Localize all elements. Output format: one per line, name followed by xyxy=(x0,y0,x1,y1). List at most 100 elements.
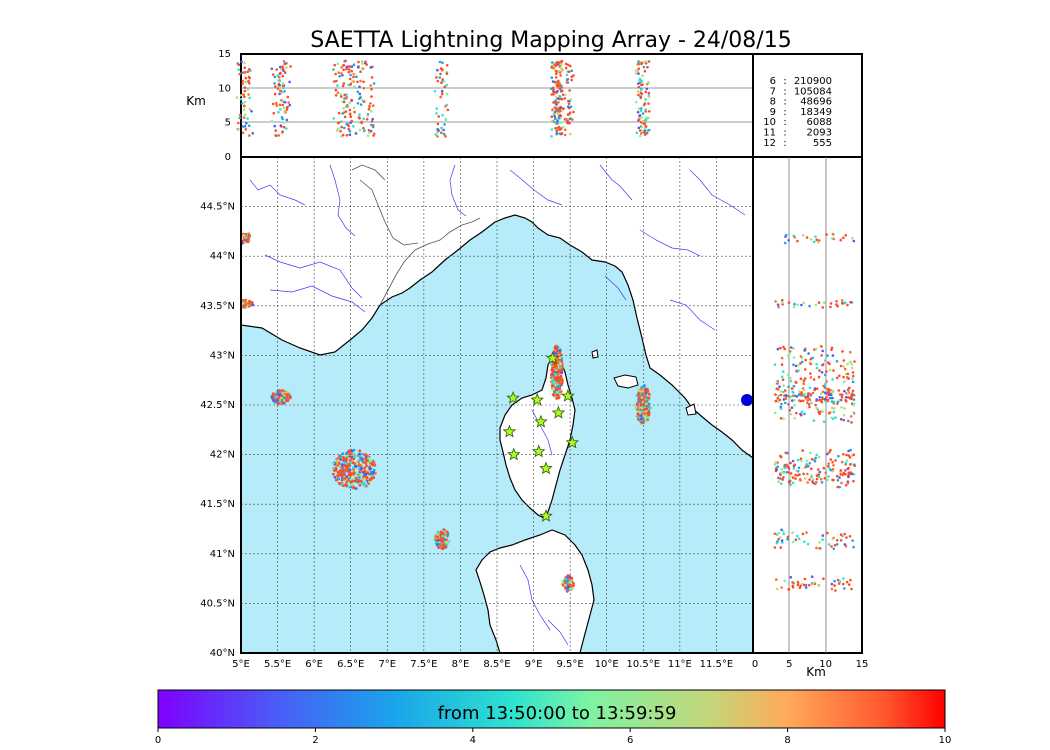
top-point xyxy=(248,134,251,137)
lightning-point xyxy=(434,535,438,538)
lightning-point xyxy=(638,389,642,393)
right-point xyxy=(852,411,855,414)
right-point xyxy=(844,234,848,237)
right-point xyxy=(790,346,793,349)
lightning-point xyxy=(354,464,358,468)
lightning-point xyxy=(446,533,450,537)
lightning-point xyxy=(350,458,353,462)
right-point xyxy=(797,369,800,372)
right-point xyxy=(802,472,805,476)
top-point xyxy=(340,95,343,98)
right-point xyxy=(847,449,850,453)
right-point xyxy=(815,474,819,477)
right-point xyxy=(784,397,788,401)
right-point xyxy=(822,577,825,580)
right-panel-frame xyxy=(752,156,863,654)
top-point xyxy=(350,99,354,103)
lightning-point xyxy=(366,461,370,465)
top-point xyxy=(563,97,567,100)
lightning-point xyxy=(372,461,376,464)
top-point xyxy=(553,115,556,118)
top-point xyxy=(560,97,564,101)
right-point xyxy=(779,407,783,411)
top-point xyxy=(248,76,251,80)
top-point xyxy=(238,113,242,117)
right-point xyxy=(839,418,843,421)
right-point xyxy=(827,475,830,478)
top-point xyxy=(336,84,339,87)
lightning-point xyxy=(248,299,252,303)
top-point xyxy=(555,72,558,76)
right-point xyxy=(850,363,854,366)
top-point xyxy=(637,117,641,121)
right-point xyxy=(792,363,795,367)
top-point xyxy=(242,93,245,96)
lightning-point xyxy=(340,481,343,485)
sensor-stations xyxy=(502,351,580,522)
top-point xyxy=(353,110,356,114)
top-point xyxy=(355,75,358,79)
top-point xyxy=(366,134,370,137)
lightning-point xyxy=(647,392,651,396)
right-point xyxy=(774,393,777,396)
lightning-point xyxy=(638,396,641,400)
map-lightning-points xyxy=(241,232,652,593)
right-point xyxy=(827,388,830,391)
right-point xyxy=(831,354,835,357)
right-point xyxy=(842,375,845,379)
right-point xyxy=(851,393,854,397)
top-point xyxy=(550,76,554,79)
lightning-point xyxy=(335,457,339,461)
right-point xyxy=(802,388,806,392)
right-point xyxy=(780,375,784,379)
right-point xyxy=(826,452,829,456)
top-point xyxy=(248,96,251,100)
right-point xyxy=(838,485,841,489)
lightning-point xyxy=(247,239,251,242)
right-point xyxy=(796,583,800,587)
right-point xyxy=(784,233,788,237)
right-point xyxy=(814,303,818,307)
legend-sep: : xyxy=(783,117,786,128)
lightning-point xyxy=(350,449,354,453)
lightning-point xyxy=(286,399,290,402)
right-point xyxy=(777,531,781,535)
top-point xyxy=(445,64,449,67)
right-point xyxy=(807,403,811,406)
lightning-point xyxy=(351,461,355,464)
top-point xyxy=(555,103,558,106)
lightning-point xyxy=(552,362,555,366)
top-point xyxy=(277,110,280,114)
top-point xyxy=(565,117,568,121)
top-point xyxy=(364,60,367,64)
top-point xyxy=(569,98,572,101)
top-point xyxy=(337,111,341,115)
top-point xyxy=(550,66,553,69)
top-point xyxy=(638,114,642,117)
top-point xyxy=(556,113,560,116)
right-point xyxy=(807,352,810,355)
right-alt-tick-label: 0 xyxy=(752,659,758,670)
lightning-point xyxy=(360,482,364,486)
top-point xyxy=(559,114,563,118)
lightning-point xyxy=(552,384,555,388)
right-point xyxy=(849,578,852,582)
right-point xyxy=(839,398,843,402)
top-point xyxy=(373,132,376,135)
france-italy-border xyxy=(351,164,481,306)
top-point xyxy=(644,110,647,113)
top-point xyxy=(343,115,347,119)
right-point xyxy=(842,236,845,240)
right-point xyxy=(808,462,812,465)
right-point xyxy=(843,407,846,410)
top-point xyxy=(348,77,352,81)
top-point xyxy=(644,125,648,128)
top-point xyxy=(340,72,343,75)
legend-count: 2093 xyxy=(807,128,832,139)
right-point xyxy=(821,538,824,541)
lightning-point xyxy=(245,305,249,309)
top-point xyxy=(372,82,376,85)
right-point xyxy=(843,367,847,371)
top-point xyxy=(569,132,572,136)
right-point xyxy=(835,474,839,478)
